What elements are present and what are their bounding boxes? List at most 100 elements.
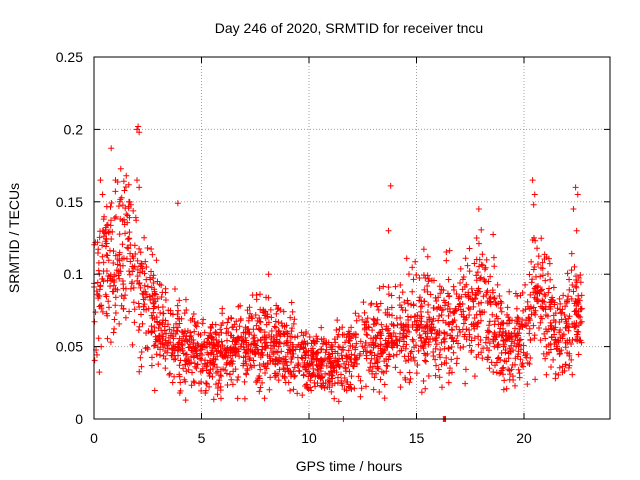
data-point bbox=[418, 318, 425, 325]
data-point bbox=[343, 334, 350, 341]
data-point bbox=[432, 345, 439, 352]
data-point bbox=[473, 272, 480, 279]
data-point bbox=[176, 390, 183, 397]
data-point bbox=[502, 330, 509, 337]
data-point bbox=[448, 356, 455, 363]
data-point bbox=[139, 265, 146, 272]
data-point bbox=[491, 263, 498, 270]
data-point bbox=[102, 243, 109, 250]
data-point bbox=[475, 341, 482, 348]
data-point bbox=[532, 376, 539, 383]
data-point bbox=[159, 339, 166, 346]
data-point bbox=[537, 337, 544, 344]
data-point bbox=[575, 301, 582, 308]
data-point bbox=[524, 298, 531, 305]
data-point bbox=[302, 330, 309, 337]
data-point bbox=[563, 318, 570, 325]
data-point bbox=[571, 324, 578, 331]
data-point bbox=[572, 283, 579, 290]
data-point bbox=[384, 327, 391, 334]
data-point bbox=[534, 245, 541, 252]
data-point bbox=[241, 395, 248, 402]
data-point bbox=[257, 366, 264, 373]
data-point bbox=[305, 373, 312, 380]
data-point bbox=[273, 302, 280, 309]
data-point bbox=[264, 313, 271, 320]
data-point bbox=[306, 362, 313, 369]
x-tick-label: 10 bbox=[301, 430, 317, 446]
data-point bbox=[101, 213, 108, 220]
data-point bbox=[191, 360, 198, 367]
data-point bbox=[486, 322, 493, 329]
data-point bbox=[334, 317, 341, 324]
data-point bbox=[413, 271, 420, 278]
data-point bbox=[363, 355, 370, 362]
data-point bbox=[147, 297, 154, 304]
data-point bbox=[335, 398, 342, 405]
data-point bbox=[458, 311, 465, 318]
data-point bbox=[382, 309, 389, 316]
data-point bbox=[121, 187, 128, 194]
data-point bbox=[473, 256, 480, 263]
data-point bbox=[326, 378, 333, 385]
data-point bbox=[466, 312, 473, 319]
data-point bbox=[362, 383, 369, 390]
data-point bbox=[99, 253, 106, 260]
data-point bbox=[574, 191, 581, 198]
data-point bbox=[358, 385, 365, 392]
data-point bbox=[309, 349, 316, 356]
data-point bbox=[449, 319, 456, 326]
data-point bbox=[500, 319, 507, 326]
data-point bbox=[446, 370, 453, 377]
data-point bbox=[342, 364, 349, 371]
data-point bbox=[300, 371, 307, 378]
data-point bbox=[466, 245, 473, 252]
data-point bbox=[348, 351, 355, 358]
data-point bbox=[477, 311, 484, 318]
data-point bbox=[253, 379, 260, 386]
data-point bbox=[435, 294, 442, 301]
data-point bbox=[100, 278, 107, 285]
data-point bbox=[174, 302, 181, 309]
data-point bbox=[371, 320, 378, 327]
data-point bbox=[98, 302, 105, 309]
data-point bbox=[159, 303, 166, 310]
data-point bbox=[400, 343, 407, 350]
data-point bbox=[199, 365, 206, 372]
data-point bbox=[285, 368, 292, 375]
data-point bbox=[345, 328, 352, 335]
data-point bbox=[287, 387, 294, 394]
data-point bbox=[577, 271, 584, 278]
data-point bbox=[122, 292, 129, 299]
data-point bbox=[512, 382, 519, 389]
data-point bbox=[547, 322, 554, 329]
data-point bbox=[383, 343, 390, 350]
data-point bbox=[454, 332, 461, 339]
data-point bbox=[378, 321, 385, 328]
data-point bbox=[347, 356, 354, 363]
data-point bbox=[573, 319, 580, 326]
data-point bbox=[235, 346, 242, 353]
data-point bbox=[266, 353, 273, 360]
data-point bbox=[269, 357, 276, 364]
data-point bbox=[131, 263, 138, 270]
data-point bbox=[116, 231, 123, 238]
data-point bbox=[413, 370, 420, 377]
data-point bbox=[149, 251, 156, 258]
data-point bbox=[155, 361, 162, 368]
data-point bbox=[349, 363, 356, 370]
data-point bbox=[166, 326, 173, 333]
data-point bbox=[573, 307, 580, 314]
data-point bbox=[97, 282, 104, 289]
data-point bbox=[539, 305, 546, 312]
data-point bbox=[506, 288, 513, 295]
data-point bbox=[377, 335, 384, 342]
data-point bbox=[560, 292, 567, 299]
data-point bbox=[511, 330, 518, 337]
data-point bbox=[241, 378, 248, 385]
data-point bbox=[383, 362, 390, 369]
data-point bbox=[116, 320, 123, 327]
data-point bbox=[117, 165, 124, 172]
data-point bbox=[210, 396, 217, 403]
data-point bbox=[433, 362, 440, 369]
